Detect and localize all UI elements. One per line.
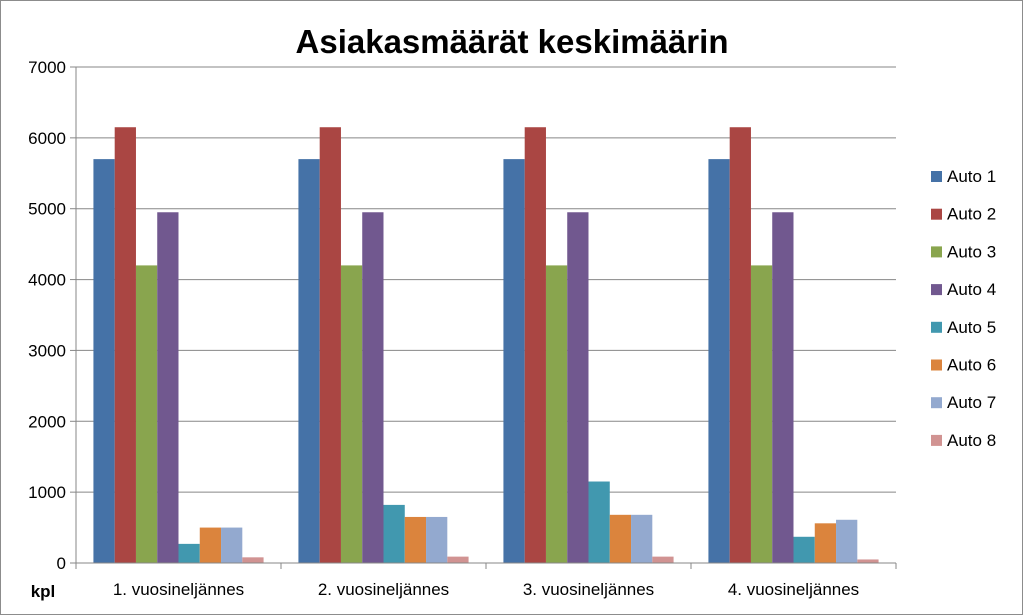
legend-swatch [931,397,942,409]
legend-label: Auto 7 [947,393,996,412]
bar-auto-5-q1 [178,543,200,563]
legend-swatch [931,321,942,333]
bar-auto-4-q4 [772,212,794,563]
bar-auto-8-q2 [447,556,469,563]
legend-label: Auto 5 [947,318,996,337]
bar-auto-7-q2 [426,516,448,563]
bar-auto-1-q3 [503,159,525,563]
bar-auto-3-q2 [340,265,363,563]
bar-auto-4-q3 [567,212,589,563]
bar-auto-1-q1 [93,159,115,563]
legend-swatch [931,284,942,296]
legend-swatch [931,246,942,258]
bar-auto-8-q3 [652,556,674,563]
bar-auto-2-q2 [319,127,341,563]
y-tick-labels: 0 1000 2000 3000 4000 5000 6000 7000 [28,58,66,573]
legend-swatch [931,359,942,371]
bar-auto-6-q4 [814,523,837,563]
bar-auto-6-q3 [609,514,632,563]
bar-auto-5-q2 [383,504,405,563]
bar-auto-2-q4 [729,127,751,563]
bar-auto-6-q1 [199,527,222,563]
bar-auto-7-q4 [836,519,858,563]
x-tick-label: 2. vuosineljännes [318,580,449,599]
bar-auto-3-q4 [750,265,773,563]
x-tick-label: 1. vuosineljännes [113,580,244,599]
legend-swatch [931,208,942,220]
legend-label: Auto 8 [947,431,996,450]
bar-auto-7-q3 [631,514,653,563]
bar-auto-2-q3 [524,127,546,563]
legend-swatch [931,434,942,446]
y-axis-unit-label: kpl [31,582,56,601]
y-tick-label: 4000 [28,271,66,290]
bar-auto-3-q1 [135,265,158,563]
grid [76,66,896,493]
bar-auto-5-q4 [793,536,815,563]
bar-auto-8-q4 [857,559,879,563]
x-tick-labels: 1. vuosineljännes 2. vuosineljännes 3. vuo… [113,580,859,599]
legend-swatch [931,171,942,182]
x-tick-label: 4. vuosineljännes [728,580,859,599]
bar-auto-4-q2 [362,212,384,563]
bar-auto-7-q1 [221,527,243,563]
y-tick-label: 1000 [28,483,66,502]
bar-auto-5-q3 [588,481,610,563]
x-tick-label: 3. vuosineljännes [523,580,654,599]
bar-auto-2-q1 [114,127,136,563]
bar-auto-4-q1 [157,212,179,563]
axes [70,66,897,569]
legend-label: Auto 1 [947,167,996,186]
y-tick-label: 5000 [28,200,66,219]
y-tick-label: 0 [57,554,66,573]
chart-title: Asiakasmäärät keskimäärin [296,23,729,60]
legend-label: Auto 2 [947,205,996,224]
bar-auto-1-q4 [708,159,730,563]
y-tick-label: 7000 [28,58,66,77]
y-tick-label: 3000 [28,341,66,360]
bar-auto-8-q1 [242,557,264,563]
bar-auto-1-q2 [298,159,320,563]
bar-auto-6-q2 [404,516,427,563]
legend: Auto 1 Auto 2 Auto 3 Auto 4 Auto 5 Auto 6 Auto… [931,167,996,450]
legend-label: Auto 4 [947,280,996,299]
bar-auto-3-q3 [545,265,568,563]
y-tick-label: 6000 [28,129,66,148]
y-tick-label: 2000 [28,412,66,431]
legend-label: Auto 6 [947,356,996,375]
legend-label: Auto 3 [947,242,996,261]
bars [93,127,879,563]
